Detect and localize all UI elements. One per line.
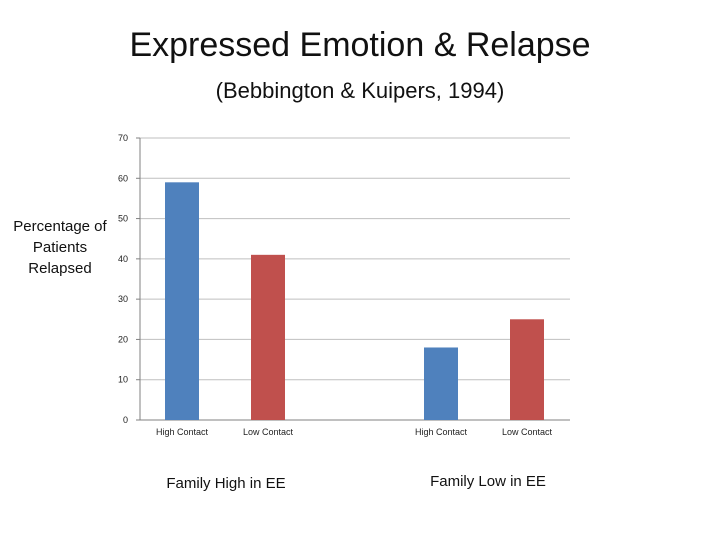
bar-3 (424, 347, 458, 420)
y-tick-label-60: 60 (118, 173, 128, 183)
chart-title: Expressed Emotion & Relapse (129, 26, 591, 64)
x-tick-label-2: Low Contact (243, 427, 294, 437)
y-tick-label-10: 10 (118, 375, 128, 385)
y-tick-label-30: 30 (118, 294, 128, 304)
y-tick-label-70: 70 (118, 133, 128, 143)
bar-2 (251, 254, 285, 420)
y-tick-label-50: 50 (118, 214, 128, 224)
group-label-high-ee: Family High in EE (166, 475, 286, 492)
bar-1 (165, 182, 199, 420)
y-tick-label-40: 40 (118, 254, 128, 264)
chart-subtitle: (Bebbington & Kuipers, 1994) (215, 78, 505, 103)
bar-4 (510, 319, 544, 420)
x-tick-label-1: High Contact (156, 427, 209, 437)
y-tick-label-0: 0 (123, 415, 128, 425)
x-tick-label-4: Low Contact (502, 427, 553, 437)
y-axis-label: Percentage of Patients Relapsed (13, 218, 107, 277)
x-tick-label-3: High Contact (415, 427, 468, 437)
y-tick-label-20: 20 (118, 334, 128, 344)
group-label-low-ee: Family Low in EE (430, 473, 546, 490)
